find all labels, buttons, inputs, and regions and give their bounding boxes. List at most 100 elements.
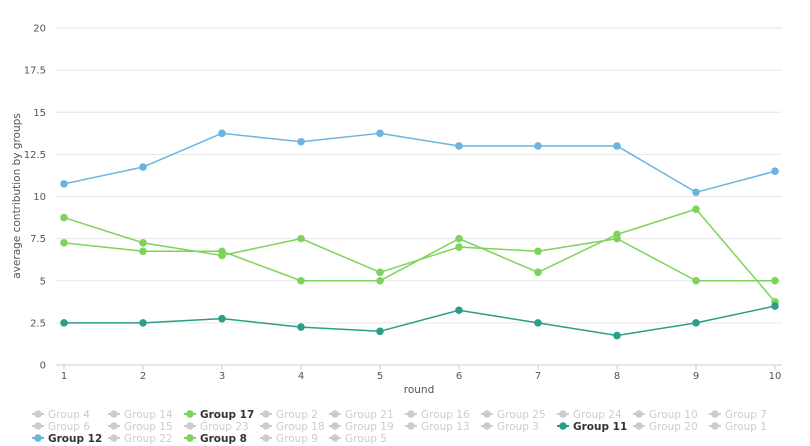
x-tick-label: 3 [219,371,225,382]
legend-item-group-25[interactable]: Group 25 [481,409,546,421]
data-point[interactable] [692,319,700,327]
data-point[interactable] [60,239,68,247]
legend-label: Group 19 [345,421,394,433]
legend-item-group-6[interactable]: Group 6 [32,421,90,433]
legend-item-group-11[interactable]: Group 11 [557,421,627,433]
grid-lines [56,27,782,324]
legend-label: Group 4 [48,409,90,421]
y-tick-label: 17.5 [24,66,46,77]
legend-label: Group 22 [124,433,173,445]
data-point[interactable] [692,205,700,213]
data-point[interactable] [771,276,779,285]
legend-symbol-dot [262,422,270,430]
data-point[interactable] [297,234,305,243]
legend-symbol-dot [635,422,643,430]
legend-item-group-1[interactable]: Group 1 [709,421,767,433]
legend-item-group-2[interactable]: Group 2 [260,409,318,421]
legend-item-group-5[interactable]: Group 5 [329,433,387,445]
series-line [63,208,776,303]
data-point[interactable] [771,167,779,176]
legend-item-group-13[interactable]: Group 13 [405,421,470,433]
legend-symbol-dot [407,410,415,418]
data-point[interactable] [692,276,700,285]
legend-item-group-16[interactable]: Group 16 [405,409,470,421]
x-tick-label: 10 [769,371,782,382]
data-point[interactable] [60,213,68,222]
x-tick-label: 9 [693,371,699,382]
legend-symbol-dot [711,410,719,418]
series-line [63,132,776,194]
legend-label: Group 24 [573,409,622,421]
data-point[interactable] [613,142,621,150]
data-point[interactable] [218,314,226,323]
data-point[interactable] [60,180,68,188]
y-tick-label: 2.5 [30,318,46,329]
data-point[interactable] [534,247,542,256]
data-point[interactable] [139,319,147,327]
x-tick-label: 1 [61,371,67,382]
data-point[interactable] [771,302,779,310]
legend-item-group-14[interactable]: Group 14 [108,409,173,421]
data-point[interactable] [455,142,463,150]
legend-item-group-3[interactable]: Group 3 [481,421,539,433]
legend-label: Group 14 [124,409,173,421]
x-axis-title: round [404,384,435,396]
data-point[interactable] [376,327,384,336]
data-point[interactable] [692,188,700,197]
series-line [63,216,775,282]
series-lines [60,129,779,340]
legend-item-group-21[interactable]: Group 21 [329,409,394,421]
legend-item-group-8[interactable]: Group 8 [184,433,247,445]
data-point[interactable] [376,268,384,277]
series-group-8 [60,205,779,306]
data-point[interactable] [297,323,305,331]
x-tick-label: 2 [140,371,146,382]
data-point[interactable] [139,247,147,256]
data-point[interactable] [455,306,463,315]
legend-label: Group 21 [345,409,394,421]
legend-item-group-24[interactable]: Group 24 [557,409,622,421]
data-point[interactable] [218,129,226,138]
data-point[interactable] [455,234,463,243]
data-point[interactable] [534,319,542,327]
legend-item-group-17[interactable]: Group 17 [184,409,254,421]
y-tick-label: 5 [40,276,46,287]
data-point[interactable] [376,276,384,285]
legend-label: Group 16 [421,409,470,421]
data-point[interactable] [218,247,226,256]
legend-item-group-12[interactable]: Group 12 [32,433,102,445]
y-tick-label: 20 [33,24,46,35]
legend-item-group-15[interactable]: Group 15 [108,421,173,433]
legend-item-group-4[interactable]: Group 4 [32,409,90,421]
data-point[interactable] [534,268,542,277]
legend-item-group-10[interactable]: Group 10 [633,409,698,421]
data-point[interactable] [613,331,621,340]
legend-label: Group 9 [276,433,318,445]
legend-item-group-20[interactable]: Group 20 [633,421,698,433]
data-point[interactable] [60,319,68,327]
y-tick-label: 15 [33,108,46,119]
legend-symbol-dot [262,410,270,418]
legend-label: Group 13 [421,421,470,433]
legend-label: Group 12 [48,433,102,445]
legend-item-group-22[interactable]: Group 22 [108,433,173,445]
legend-item-group-18[interactable]: Group 18 [260,421,325,433]
legend-item-group-9[interactable]: Group 9 [260,433,318,445]
data-point[interactable] [613,230,621,239]
legend-symbol-dot [34,434,42,442]
x-tick-label: 7 [535,371,541,382]
legend-item-group-23[interactable]: Group 23 [184,421,249,433]
data-point[interactable] [297,137,305,146]
data-point[interactable] [455,243,463,251]
data-point[interactable] [139,239,147,247]
data-point[interactable] [376,129,384,138]
data-point[interactable] [297,276,305,285]
legend-symbol-dot [110,422,118,430]
legend-item-group-7[interactable]: Group 7 [709,409,767,421]
data-point[interactable] [534,142,542,150]
x-tick-label: 4 [298,371,304,382]
legend-item-group-19[interactable]: Group 19 [329,421,394,433]
legend-label: Group 1 [725,421,767,433]
legend-symbol-dot [34,410,42,418]
data-point[interactable] [139,163,147,171]
